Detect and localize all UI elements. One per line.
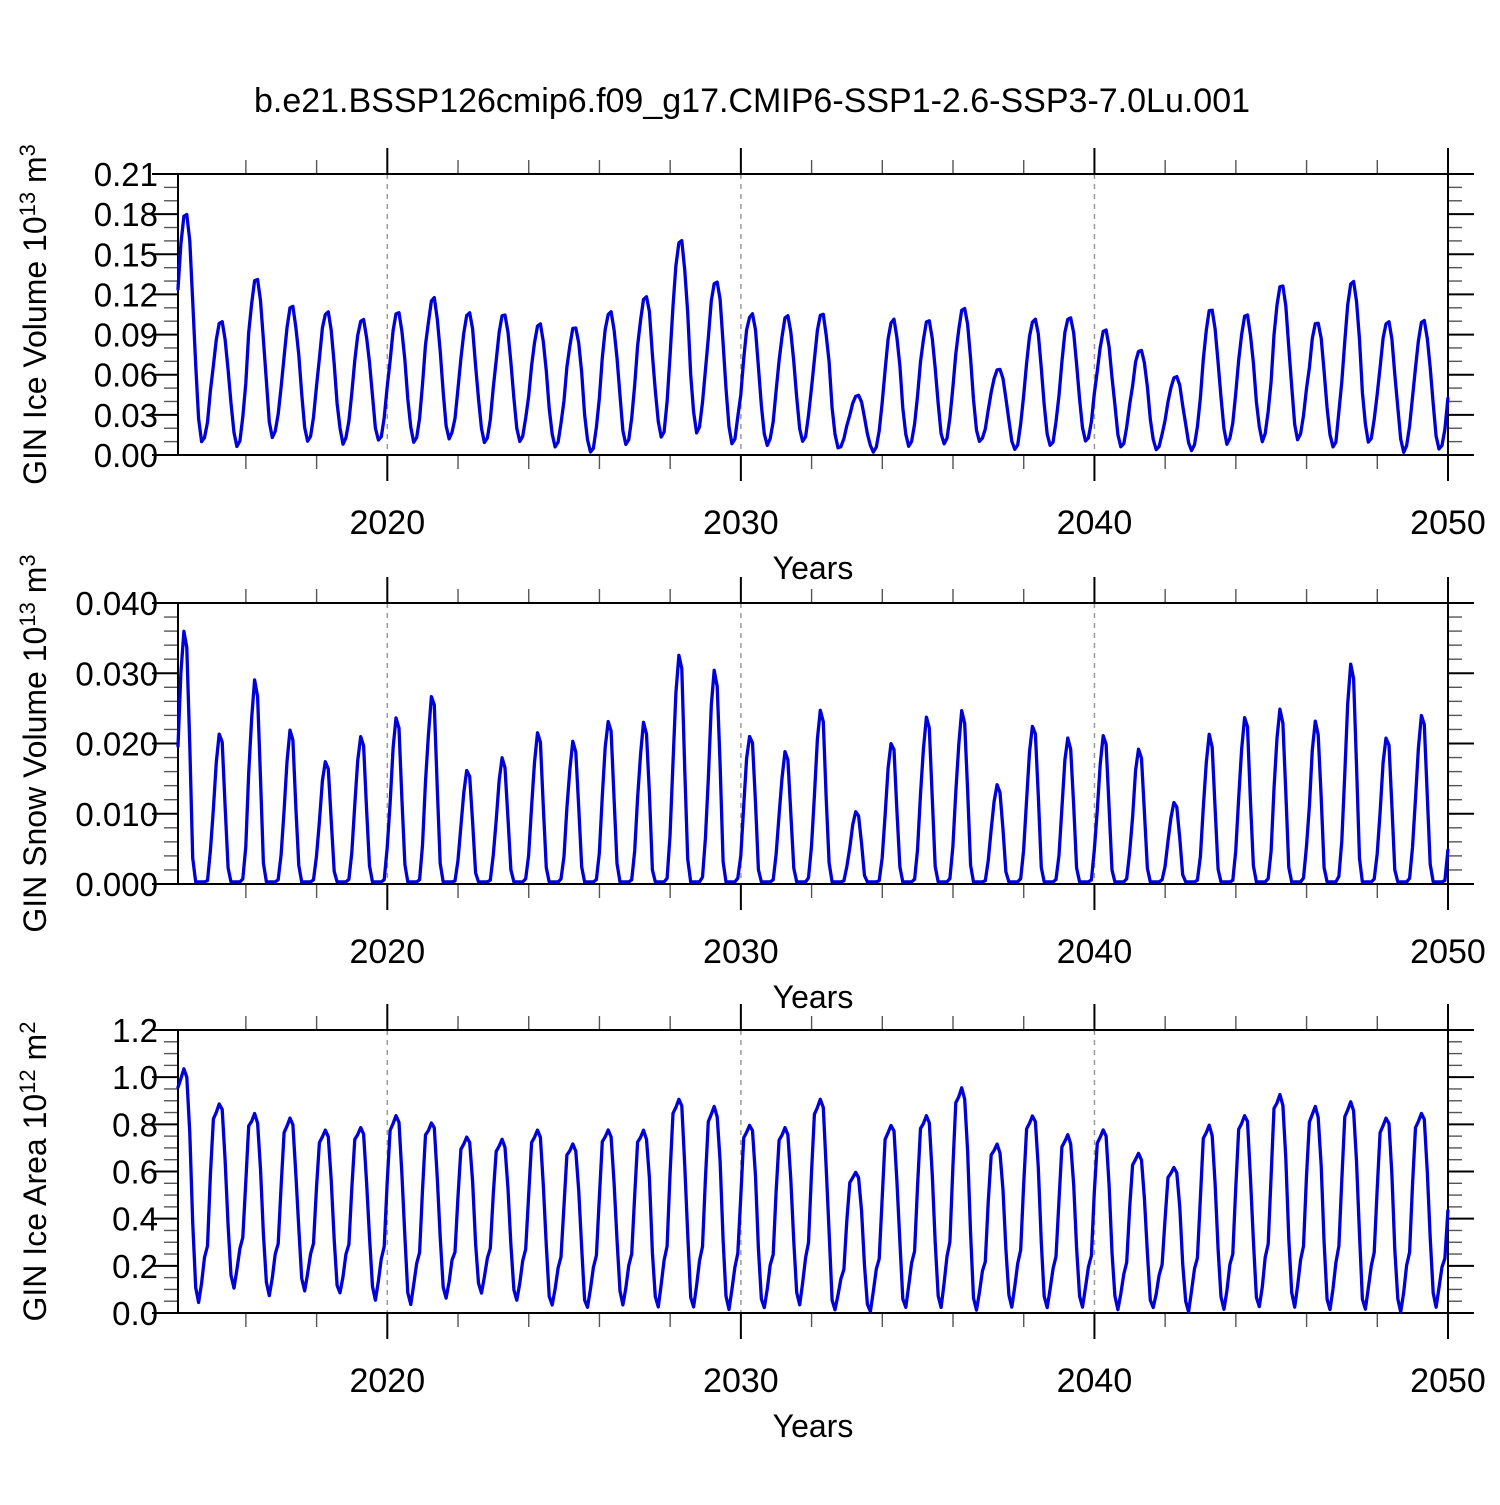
y-tick-label: 0.15 <box>94 236 158 273</box>
y-axis-label-sup: 12 <box>15 1069 40 1093</box>
y-tick-label: 0.00 <box>94 437 158 474</box>
y-axis-label-sup: 3 <box>15 144 40 156</box>
x-tick-label: 2050 <box>1410 504 1486 542</box>
y-tick-label: 0.06 <box>94 357 158 394</box>
y-tick-label: 1.0 <box>112 1059 158 1096</box>
panel-gin-snow-volume: 0.000 0.010 0.020 0.030 0.040 2020 2030 2040 205… <box>15 554 1486 1015</box>
y-tick-label: 0.6 <box>112 1154 158 1191</box>
y-tick-label: 0.010 <box>75 796 158 833</box>
x-tick-label: 2050 <box>1410 1362 1486 1400</box>
y-axis-label-sup: 3 <box>15 554 40 566</box>
y-axis-label: GIN Snow Volume 1013 m3 <box>15 554 53 932</box>
y-axis-label-part: m <box>17 1034 53 1070</box>
y-tick-label: 0.4 <box>112 1201 158 1238</box>
x-tick-label: 2030 <box>703 504 779 542</box>
x-tick-label: 2040 <box>1057 1362 1133 1400</box>
x-tick-label: 2030 <box>703 1362 779 1400</box>
x-tick-label: 2020 <box>349 1362 425 1400</box>
y-tick-label: 1.2 <box>112 1012 158 1049</box>
x-axis-label: Years <box>773 979 854 1015</box>
chart-title: b.e21.BSSP126cmip6.f09_g17.CMIP6-SSP1-2.… <box>254 82 1250 120</box>
data-line-gin-ice-area <box>176 1067 1450 1314</box>
y-axis-label: GIN Ice Volume 1013 m3 <box>15 144 53 485</box>
x-tick-label: 2020 <box>349 504 425 542</box>
data-line-gin-ice-volume <box>176 212 1450 454</box>
y-tick-label: 0.040 <box>75 585 158 622</box>
x-tick-label: 2040 <box>1057 933 1133 971</box>
y-tick-label: 0.12 <box>94 276 158 313</box>
x-axis-label: Years <box>773 1408 854 1444</box>
y-tick-label: 0.8 <box>112 1106 158 1143</box>
y-axis-label-sup: 13 <box>15 192 40 216</box>
x-tick-label: 2040 <box>1057 504 1133 542</box>
y-tick-label: 0.020 <box>75 726 158 763</box>
y-axis-label-sup: 2 <box>15 1022 40 1034</box>
x-tick-label: 2050 <box>1410 933 1486 971</box>
y-axis-label-sup: 13 <box>15 602 40 626</box>
axis-box <box>177 1029 1449 1314</box>
y-tick-label: 0.000 <box>75 866 158 903</box>
y-tick-label: 0.09 <box>94 317 158 354</box>
y-axis-label-part: GIN Ice Volume 10 <box>17 216 53 485</box>
y-axis-label-part: m <box>17 156 53 192</box>
x-tick-label: 2030 <box>703 933 779 971</box>
y-axis-label-part: GIN Snow Volume 10 <box>17 627 53 933</box>
axis-box <box>177 173 1449 456</box>
panel-gin-ice-area: 0.0 0.2 0.4 0.6 0.8 1.0 1.2 2020 2030 2040 2050 Yea… <box>15 1004 1486 1444</box>
y-tick-label: 0.03 <box>94 397 158 434</box>
y-axis-label: GIN Ice Area 1012 m2 <box>15 1022 53 1322</box>
y-axis-label-part: GIN Ice Area 10 <box>17 1094 53 1322</box>
y-tick-label: 0.21 <box>94 156 158 193</box>
data-line-gin-snow-volume <box>176 629 1450 884</box>
y-tick-label: 0.2 <box>112 1248 158 1285</box>
y-tick-label: 0.18 <box>94 196 158 233</box>
y-axis-label-part: m <box>17 567 53 603</box>
panel-gin-ice-volume: 0.000.030.060.09 0.120.150.180.21 2020 2030… <box>15 144 1486 586</box>
y-tick-label: 0.0 <box>112 1295 158 1332</box>
y-tick-label: 0.030 <box>75 655 158 692</box>
x-axis-label: Years <box>773 550 854 586</box>
x-tick-label: 2020 <box>349 933 425 971</box>
